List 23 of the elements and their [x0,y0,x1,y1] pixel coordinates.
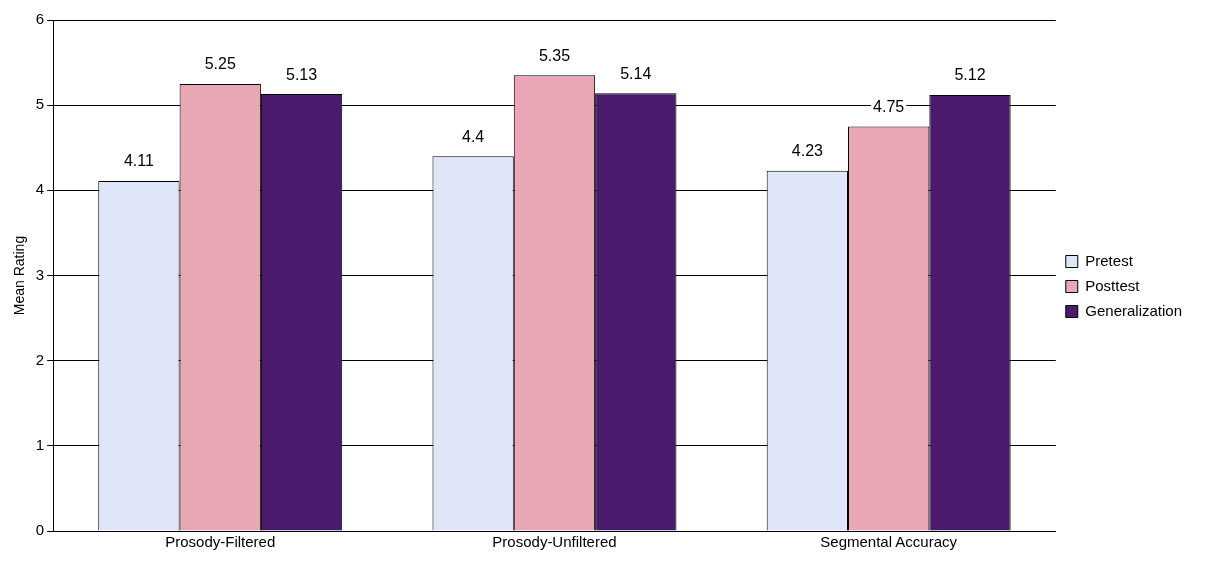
data-label: 4.11 [123,152,154,170]
y-tick-label: 3 [35,265,45,283]
x-tick-label: Prosody-Unfiltered [492,533,617,551]
y-tick-label: 6 [35,10,45,28]
y-tick-label: 4 [35,180,45,198]
data-label: 5.35 [538,46,571,64]
x-tick-label: Prosody-Filtered [165,533,276,551]
legend-label: Pretest [1085,251,1134,269]
y-tick-label: 0 [35,521,45,539]
data-label: 5.13 [286,65,318,83]
data-label: 5.25 [204,55,236,73]
data-label: 5.12 [954,66,986,84]
y-axis-title: Mean Rating [11,235,28,316]
y-tick-label: 1 [35,435,45,453]
y-tick-label: 5 [35,95,45,113]
data-label: 5.14 [620,64,652,82]
data-label: 4.75 [873,97,905,115]
legend-label: Generalization [1085,301,1183,319]
data-label: 4.23 [791,142,824,160]
x-tick-label: Segmental Accuracy [820,533,958,551]
y-tick-label: 2 [35,350,45,368]
legend-label: Posttest [1085,276,1141,294]
data-label: 4.4 [462,127,485,145]
